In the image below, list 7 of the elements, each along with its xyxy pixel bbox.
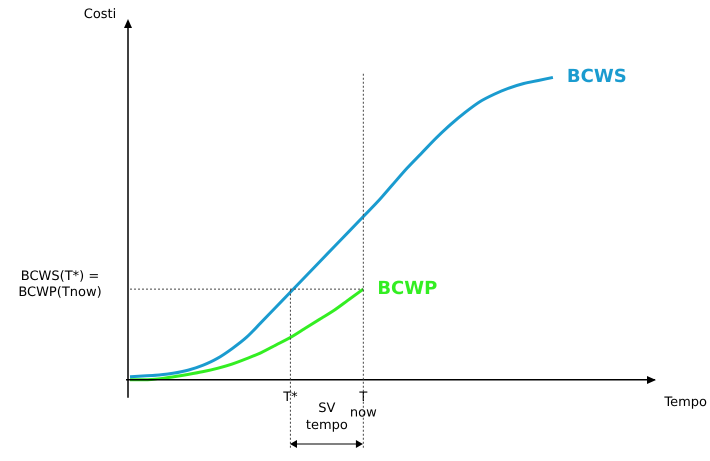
x-tick-label: T* xyxy=(282,390,298,405)
series-label: BCWP xyxy=(377,278,438,299)
text: SV tempo xyxy=(306,400,348,433)
series-label: BCWS xyxy=(566,66,627,88)
x-axis-title: Tempo xyxy=(663,394,708,410)
y-axis-title: Costi xyxy=(84,7,116,22)
ref-line-label: BCWS(T*) = BCWP(Tnow) xyxy=(18,269,102,300)
